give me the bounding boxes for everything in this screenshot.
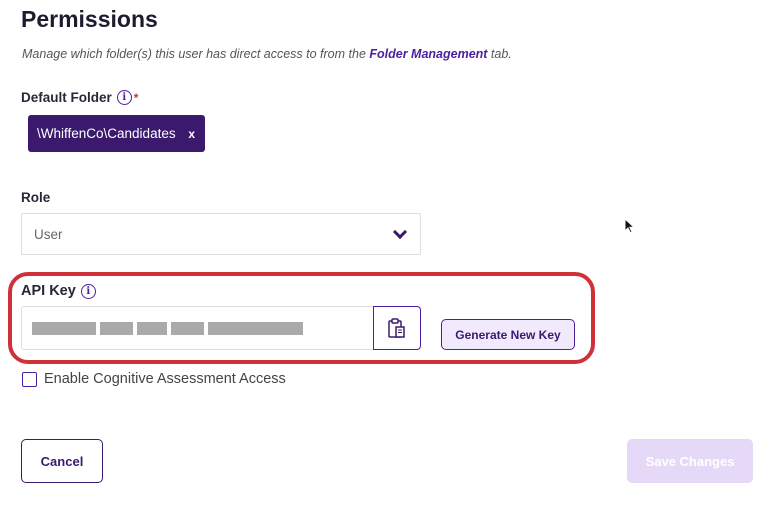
page-title: Permissions [21,6,158,32]
clipboard-icon [388,318,405,338]
save-changes-button[interactable]: Save Changes [627,439,753,483]
info-icon[interactable]: i [80,283,96,299]
redacted-block [171,321,204,335]
redacted-block [208,321,303,335]
required-mark: * [133,90,139,105]
info-icon[interactable]: i [116,90,132,105]
default-folder-chip: \WhiffenCo\Candidates x [28,115,205,152]
api-key-label: API Key i [21,283,96,299]
highlight-annotation [8,272,595,364]
cognitive-assessment-checkbox[interactable]: Enable Cognitive Assessment Access [22,371,286,387]
checkbox-icon[interactable] [22,371,37,387]
generate-new-key-button[interactable]: Generate New Key [441,319,575,350]
page-description: Manage which folder(s) this user has dir… [22,47,512,61]
redacted-block [100,321,133,335]
role-select[interactable]: User [21,213,421,255]
redacted-block [137,321,167,335]
copy-key-button[interactable] [373,306,421,350]
cancel-button[interactable]: Cancel [21,439,103,483]
folder-management-link[interactable]: Folder Management [369,47,488,61]
remove-chip-button[interactable]: x [188,126,195,141]
chevron-down-icon [392,224,408,239]
role-label: Role [21,190,51,205]
api-key-field[interactable] [21,306,374,350]
mouse-cursor-icon [624,218,636,234]
default-folder-label: Default Folder i * [21,90,139,105]
redacted-block [32,321,96,335]
